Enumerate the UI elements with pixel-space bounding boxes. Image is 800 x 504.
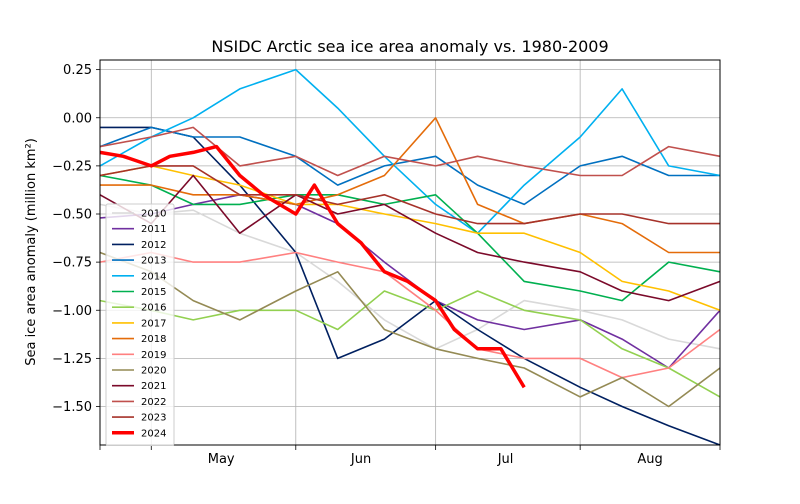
grid-lines [100, 60, 720, 445]
legend-label: 2014 [141, 271, 166, 282]
y-tick-label: 0.25 [63, 63, 92, 78]
series-line-2012 [100, 126, 721, 446]
legend-label: 2017 [141, 318, 166, 329]
legend-label: 2012 [141, 240, 166, 251]
legend-label: 2022 [141, 397, 166, 408]
legend-label: 2015 [141, 287, 166, 298]
legend-label: 2023 [141, 413, 166, 424]
y-axis: 0.25 0.00 −0.25 −0.50 −0.75 −1.00 −1.25 −1.50 [52, 63, 100, 415]
chart-title: NSIDC Arctic sea ice area anomaly vs. 19… [211, 37, 608, 56]
y-tick-label: −1.00 [52, 304, 92, 319]
plot-frame [99, 59, 721, 446]
y-tick-label: −0.25 [52, 159, 92, 174]
x-tick-label: Aug [637, 452, 662, 467]
series-layer [99, 68, 721, 446]
legend-label: 2024 [141, 428, 166, 439]
series-line-2017 [99, 165, 721, 312]
y-axis-title: Sea ice area anomaly (million km²) [24, 138, 39, 366]
legend-label: 2011 [141, 224, 166, 235]
x-tick-label: Jul [497, 452, 514, 467]
series-line-2018 [100, 117, 720, 254]
series-line-2015 [99, 174, 721, 302]
y-tick-label: −0.50 [52, 208, 92, 223]
series-line-2023 [99, 165, 720, 225]
series-line-2024 [99, 144, 526, 389]
legend: 2010 2011 2012 2013 2014 2015 2016 2017 2018 2019… [105, 203, 175, 446]
y-tick-label: −1.25 [52, 352, 92, 367]
y-tick-label: 0.00 [63, 111, 92, 126]
series-line-2022 [99, 126, 721, 177]
legend-label: 2021 [141, 381, 166, 392]
legend-label: 2020 [141, 366, 166, 377]
series-line-2019 [99, 251, 721, 379]
series-line-2010 [99, 203, 721, 350]
y-tick-label: −1.50 [52, 400, 92, 415]
series-line-2016 [99, 290, 721, 398]
series-line-2020 [99, 251, 721, 408]
y-tick-label: −0.75 [52, 256, 92, 271]
legend-label: 2010 [141, 209, 166, 220]
series-line-2021 [99, 174, 721, 302]
legend-label: 2019 [141, 350, 166, 361]
legend-label: 2016 [141, 303, 166, 314]
x-tick-label: Jun [350, 452, 371, 467]
x-tick-label: May [208, 452, 235, 467]
legend-label: 2018 [141, 334, 166, 345]
x-axis: May Jun Jul Aug [99, 445, 721, 467]
series-line-2014 [99, 68, 721, 234]
legend-label: 2013 [141, 256, 166, 267]
